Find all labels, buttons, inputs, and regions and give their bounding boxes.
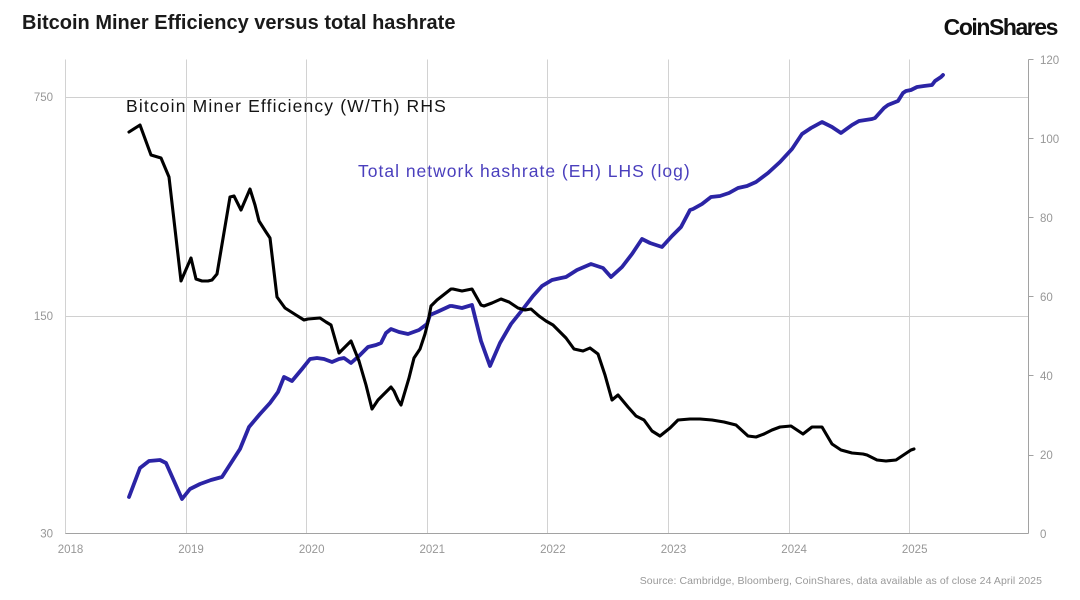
svg-text:30: 30 (40, 529, 53, 541)
svg-text:150: 150 (34, 311, 53, 323)
svg-text:2019: 2019 (178, 544, 204, 556)
svg-text:0: 0 (1040, 529, 1046, 541)
svg-text:2024: 2024 (781, 544, 807, 556)
svg-text:2023: 2023 (661, 544, 687, 556)
svg-text:2018: 2018 (58, 544, 84, 556)
svg-text:80: 80 (1040, 213, 1053, 225)
svg-text:2022: 2022 (540, 544, 566, 556)
svg-text:120: 120 (1040, 55, 1059, 67)
svg-text:20: 20 (1040, 450, 1053, 462)
svg-text:2025: 2025 (902, 544, 928, 556)
svg-text:60: 60 (1040, 292, 1053, 304)
svg-text:40: 40 (1040, 371, 1053, 383)
svg-text:2020: 2020 (299, 544, 325, 556)
svg-text:2021: 2021 (420, 544, 446, 556)
svg-text:750: 750 (34, 92, 53, 104)
svg-text:100: 100 (1040, 134, 1059, 146)
